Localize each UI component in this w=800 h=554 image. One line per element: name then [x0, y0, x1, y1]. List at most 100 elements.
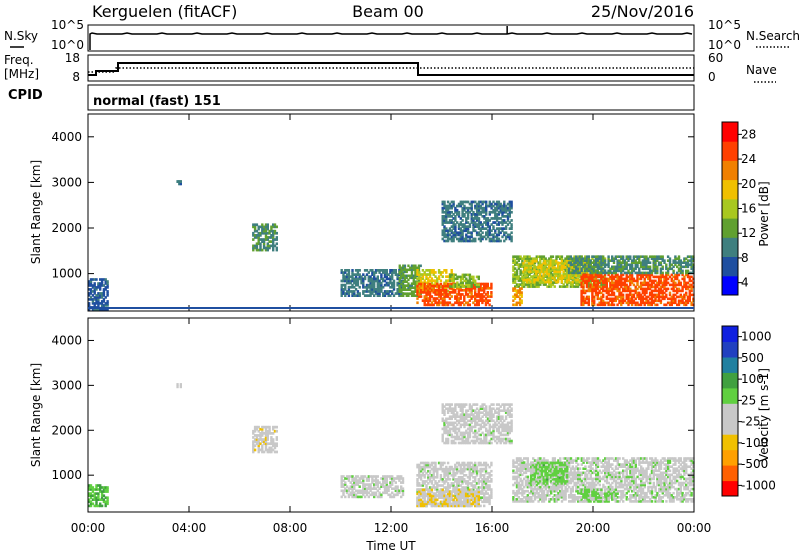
- data-cell-7: [508, 237, 511, 241]
- data-cell-12: [600, 257, 603, 260]
- data-cell-4: [417, 268, 421, 272]
- data-cell-3: [396, 290, 399, 293]
- data-cell-6: [470, 293, 473, 296]
- data-cell-10: [540, 264, 543, 267]
- data-cell-10: [560, 268, 563, 271]
- data-cell-5: [436, 504, 439, 508]
- colorbar-swatch: [722, 275, 738, 296]
- data-cell-5: [477, 496, 480, 500]
- data-cell-3: [371, 479, 374, 482]
- data-cell-3: [376, 277, 379, 281]
- data-cell-6: [457, 303, 461, 307]
- data-cell-12: [659, 261, 663, 264]
- data-cell-2: [255, 427, 259, 431]
- data-cell-9: [562, 259, 565, 262]
- data-cell-4: [486, 496, 489, 499]
- data-cell-11: [621, 293, 625, 297]
- data-cell-11: [623, 277, 627, 281]
- data-cell-3: [382, 277, 385, 281]
- data-cell-11: [685, 303, 688, 307]
- data-cell-2: [252, 231, 255, 235]
- data-cell-2: [255, 442, 259, 446]
- data-cell-10: [533, 270, 536, 273]
- data-cell-13: [512, 299, 515, 302]
- data-cell-0: [106, 290, 109, 293]
- data-cell-7: [466, 213, 470, 216]
- data-cell-0: [106, 496, 109, 499]
- data-cell-4: [464, 500, 468, 504]
- data-cell-9: [533, 285, 537, 288]
- data-cell-7: [466, 231, 470, 235]
- data-cell-2: [252, 246, 255, 250]
- data-cell-3: [342, 489, 345, 493]
- data-cell-7: [483, 217, 486, 220]
- data-cell-4: [459, 463, 462, 467]
- data-cell-4: [419, 264, 422, 268]
- data-cell-11: [598, 285, 601, 289]
- data-cell-9: [535, 277, 538, 280]
- data-cell-11: [648, 283, 652, 287]
- data-cell-11: [593, 289, 596, 293]
- data-cell-0: [89, 492, 93, 495]
- data-cell-5: [423, 494, 426, 498]
- data-cell-3: [340, 271, 343, 274]
- data-cell-11: [630, 277, 634, 281]
- data-cell-2: [261, 227, 264, 231]
- data-cell-12: [578, 261, 581, 264]
- data-cell-7: [501, 206, 504, 210]
- data-cell-4: [417, 264, 421, 268]
- data-cell-12: [685, 271, 688, 275]
- data-cell-9: [598, 259, 601, 262]
- data-cell-11: [657, 291, 661, 295]
- data-cell-0: [106, 500, 109, 504]
- data-cell-3: [349, 485, 352, 488]
- data-cell-3: [354, 477, 358, 480]
- data-cell-9: [521, 259, 524, 262]
- data-cell-11: [614, 281, 617, 285]
- data-cell-10: [560, 278, 563, 282]
- data-cell-2: [270, 438, 273, 441]
- data-cell-4: [409, 284, 412, 287]
- data-cell-4: [434, 467, 437, 471]
- data-cell-11: [647, 273, 650, 277]
- data-cell-0: [99, 282, 102, 285]
- data-cell-12: [618, 269, 621, 273]
- data-cell-11: [652, 281, 655, 285]
- data-cell-10: [569, 266, 573, 269]
- data-cell-3: [389, 294, 392, 297]
- data-cell-12: [657, 263, 661, 267]
- data-cell-0: [106, 302, 109, 305]
- data-cell-0: [91, 302, 95, 305]
- data-cell-11: [605, 279, 608, 283]
- data-cell-8: [475, 285, 479, 288]
- data-cell-11: [692, 277, 695, 281]
- data-cell-9: [539, 257, 542, 260]
- data-cell-12: [589, 267, 592, 271]
- data-cell-3: [392, 495, 396, 499]
- data-cell-7: [495, 217, 499, 220]
- data-cell-2: [255, 223, 259, 227]
- data-cell-9: [515, 285, 519, 288]
- data-cell-11: [648, 301, 652, 305]
- data-cell-1: [179, 180, 182, 183]
- data-cell-11: [641, 283, 645, 287]
- data-cell-6: [432, 286, 435, 290]
- data-cell-4: [452, 490, 455, 493]
- data-cell-9: [573, 277, 576, 280]
- data-cell-5: [448, 498, 452, 502]
- data-cell-12: [668, 265, 672, 269]
- data-cell-10: [580, 272, 584, 276]
- data-cell-3: [369, 483, 372, 486]
- data-cell-4: [479, 480, 482, 483]
- data-cell-7: [499, 239, 502, 243]
- data-cell-4: [463, 494, 466, 497]
- data-cell-10: [547, 266, 551, 269]
- data-cell-6: [443, 293, 446, 296]
- data-cell-7: [446, 204, 450, 208]
- data-cell-6: [481, 295, 484, 298]
- data-cell-7: [454, 235, 457, 239]
- data-cell-9: [603, 275, 607, 278]
- data-cell-11: [616, 285, 619, 289]
- data-cell-11: [647, 301, 650, 305]
- data-cell-7: [492, 225, 495, 228]
